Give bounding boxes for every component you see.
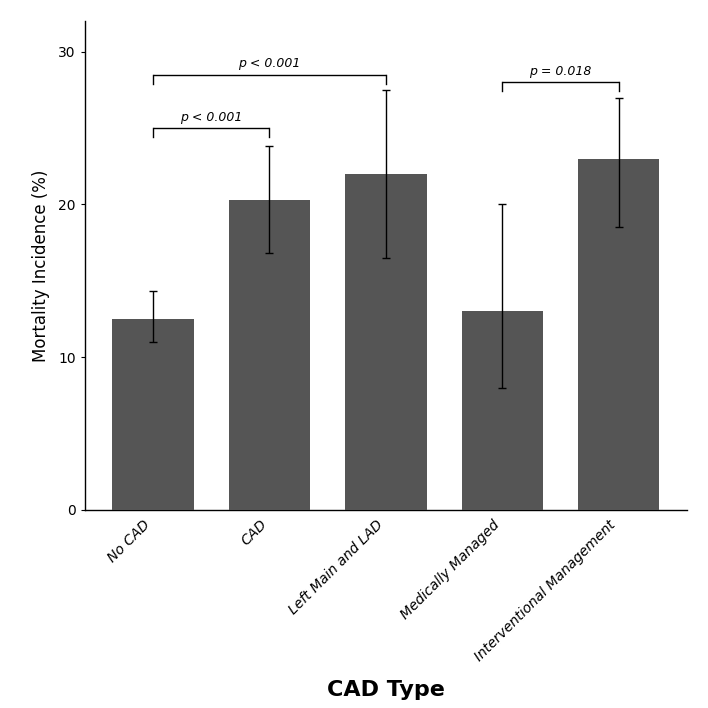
Text: p < 0.001: p < 0.001 (239, 57, 301, 70)
Bar (345, 174, 427, 510)
Y-axis label: Mortality Incidence (%): Mortality Incidence (%) (32, 169, 50, 362)
Bar (578, 159, 659, 510)
Text: p = 0.018: p = 0.018 (530, 64, 592, 78)
Text: p < 0.001: p < 0.001 (180, 110, 242, 123)
Bar (113, 319, 194, 510)
X-axis label: CAD Type: CAD Type (327, 680, 445, 700)
Bar (229, 200, 310, 510)
Bar (462, 312, 543, 510)
